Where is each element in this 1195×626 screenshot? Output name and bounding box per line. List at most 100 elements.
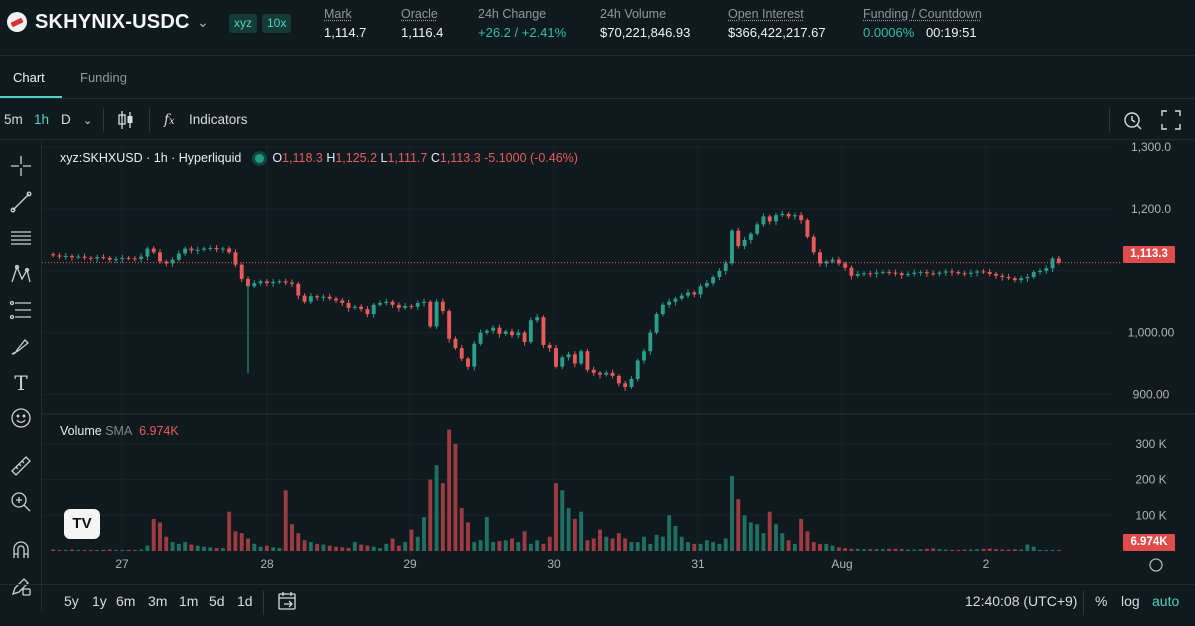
candle-body: [635, 360, 640, 379]
range-6m[interactable]: 6m: [116, 593, 136, 609]
candle-body: [585, 351, 590, 370]
candle-body: [824, 261, 829, 264]
candle-body: [1012, 278, 1017, 281]
volume-bar: [107, 549, 112, 551]
volume-bar: [170, 542, 175, 551]
tradingview-logo-icon[interactable]: TV: [64, 509, 100, 539]
tab-chart[interactable]: Chart: [13, 70, 45, 85]
volume-legend-value: 6.974K: [139, 424, 179, 438]
range-3m[interactable]: 3m: [148, 593, 168, 609]
funding-countdown: 00:19:51: [925, 25, 977, 40]
volume-bar: [893, 548, 898, 551]
stat-24h-volume-value: $70,221,846.93: [600, 25, 691, 40]
range-1m[interactable]: 1m: [179, 593, 199, 609]
price-axis-label: 900.00: [1133, 387, 1170, 401]
volume-bar: [321, 544, 326, 551]
legend-high-label: H: [326, 151, 336, 165]
horizontal-lines-icon[interactable]: [8, 226, 34, 252]
goto-date-icon[interactable]: [276, 590, 298, 615]
chevron-down-icon[interactable]: ⌄: [197, 14, 209, 30]
candle-body: [1000, 275, 1005, 277]
candle-body: [95, 257, 100, 259]
crosshair-icon[interactable]: [8, 154, 34, 180]
interval-5m[interactable]: 5m: [4, 112, 23, 127]
candle-body: [283, 281, 288, 283]
interval-1h[interactable]: 1h: [34, 112, 50, 127]
candle-body: [893, 272, 898, 274]
volume-bar: [164, 536, 169, 551]
volume-bar: [359, 544, 364, 551]
range-5y[interactable]: 5y: [64, 593, 79, 609]
interval-d[interactable]: D: [61, 112, 71, 127]
fullscreen-icon[interactable]: [1160, 109, 1182, 134]
range-1y[interactable]: 1y: [92, 593, 107, 609]
indicators-button[interactable]: Indicators: [189, 112, 248, 127]
tab-funding[interactable]: Funding: [80, 70, 127, 85]
volume-bar: [88, 549, 93, 551]
volume-bar: [818, 543, 822, 551]
chart-canvas[interactable]: 1,300.0 1,200.0 1,000.00 900.00 300 K 200 K 10…: [42, 140, 1195, 577]
volume-bar: [899, 549, 904, 551]
candle-body: [164, 261, 169, 264]
candle-body: [1019, 278, 1024, 281]
stat-oracle-label: Oracle: [401, 7, 438, 21]
market-symbol[interactable]: SKHYNIX-USDC: [35, 11, 190, 33]
candle-type-icon[interactable]: [117, 109, 135, 134]
candle-body: [315, 296, 320, 298]
candle-body: [472, 343, 477, 367]
toolbar-divider: [1109, 108, 1110, 132]
settings-gear-icon[interactable]: [1149, 558, 1163, 572]
price-chart[interactable]: 1,300.0 1,200.0 1,000.00 900.00 300 K 200 K 10…: [42, 140, 1195, 577]
emoji-icon[interactable]: [8, 406, 34, 432]
log-scale-toggle[interactable]: log: [1121, 593, 1140, 609]
volume-bar: [994, 549, 998, 551]
candle-body: [667, 301, 672, 305]
candle-body: [968, 272, 973, 274]
volume-bar: [139, 549, 144, 551]
screenshot-clock-icon[interactable]: [1122, 109, 1144, 134]
trend-line-icon[interactable]: [8, 190, 34, 216]
volume-bar: [742, 515, 747, 551]
candle-body: [101, 257, 106, 259]
stat-mark-label: Mark: [324, 7, 352, 21]
volume-bar: [924, 548, 929, 551]
candle-body: [623, 383, 628, 388]
candle-body: [510, 331, 514, 336]
range-5d[interactable]: 5d: [209, 593, 225, 609]
volume-bar: [937, 549, 942, 551]
volume-bar: [616, 533, 621, 551]
candle-body: [478, 332, 483, 344]
ruler-icon[interactable]: [8, 454, 34, 480]
candle-body: [334, 298, 338, 301]
text-tool-icon[interactable]: T: [14, 371, 28, 395]
interval-dropdown-chevron-icon[interactable]: ⌄: [83, 115, 93, 127]
volume-bar: [1000, 549, 1005, 551]
volume-bar: [246, 538, 250, 551]
pitchfork-icon[interactable]: [8, 262, 34, 288]
candle-body: [296, 283, 301, 296]
volume-bar: [95, 549, 100, 551]
brush-icon[interactable]: [8, 334, 34, 360]
candle-body: [994, 273, 998, 276]
volume-bar: [610, 538, 615, 551]
legend-close: 1,113.3: [439, 151, 481, 165]
lock-pencil-icon[interactable]: [8, 574, 34, 600]
auto-scale-toggle[interactable]: auto: [1152, 593, 1180, 609]
candle-body: [887, 272, 892, 274]
fib-retracement-icon[interactable]: [8, 298, 34, 324]
zoom-in-icon[interactable]: [8, 490, 34, 516]
volume-bar: [183, 542, 188, 551]
candle-body: [176, 253, 181, 260]
volume-bar: [145, 545, 150, 551]
candle-body: [981, 271, 986, 273]
volume-bar: [591, 538, 596, 551]
utc-clock[interactable]: 12:40:08 (UTC+9): [965, 593, 1078, 609]
indicators-fx-icon[interactable]: fx: [164, 112, 175, 128]
time-axis-label: Aug: [831, 557, 852, 571]
volume-bar: [195, 545, 200, 551]
candle-body: [202, 248, 206, 250]
candle-body: [610, 372, 615, 376]
range-1d[interactable]: 1d: [237, 593, 253, 609]
percent-scale-toggle[interactable]: %: [1095, 593, 1108, 609]
magnet-icon[interactable]: [8, 538, 34, 564]
